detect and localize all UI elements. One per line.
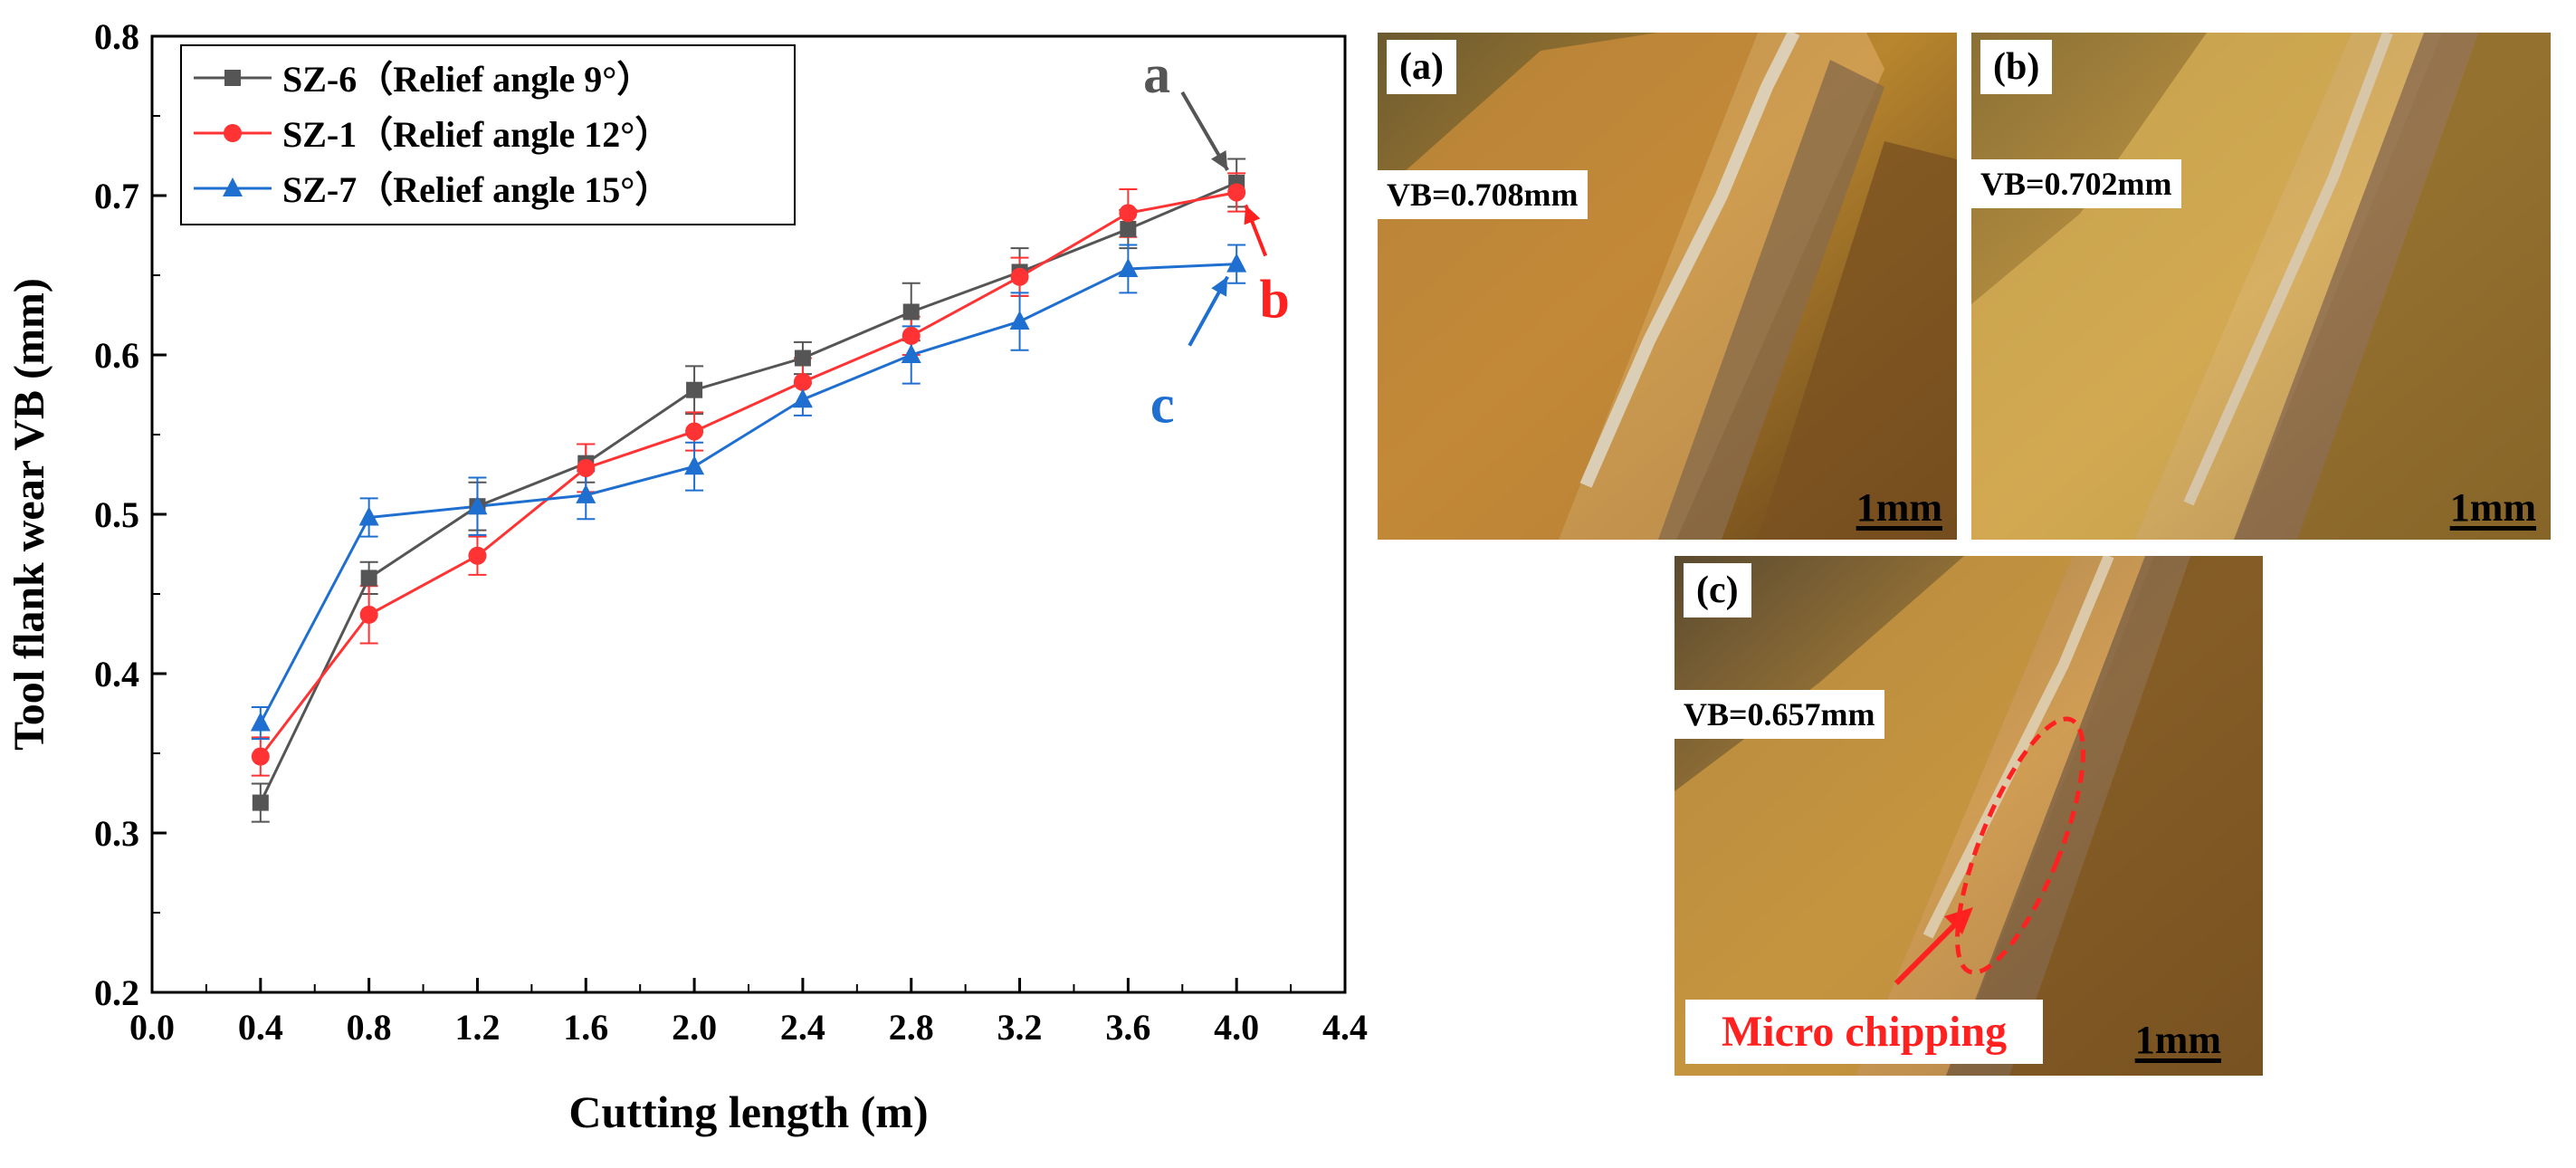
data-point-2-4 (684, 455, 705, 475)
legend-marker-1 (224, 124, 242, 142)
series-line-0 (259, 181, 1237, 804)
panel-label-a: (a) (1387, 40, 1456, 94)
x-tick-label-9: 3.6 (1105, 1007, 1150, 1048)
data-point-2-6 (901, 344, 921, 363)
data-point-1-1 (359, 605, 378, 624)
legend-marker-2 (223, 177, 243, 196)
vb-value-c: VB=0.657mm (1674, 690, 1884, 739)
series-line-2 (259, 263, 1237, 724)
data-point-1-0 (251, 747, 270, 766)
y-tick-label-3: 0.5 (94, 494, 139, 535)
data-point-1-6 (902, 326, 921, 345)
data-point-1-4 (685, 422, 704, 441)
annotation-arrowhead-c (1211, 276, 1228, 297)
data-point-2-9 (1226, 253, 1247, 273)
error-bars (251, 158, 1246, 823)
legend: SZ-6（Relief angle 9°） SZ-1（Relief angle 1… (180, 44, 796, 225)
scale-bar-c: 1mm (2134, 1018, 2221, 1062)
data-point-2-8 (1118, 257, 1139, 277)
axis-ticks: 0.0 0.4 0.8 1.2 1.6 2.0 2.4 2.8 3.2 3.6 4.0 4.4 0.2 0… (94, 16, 1368, 1048)
micro-chipping-label: Micro chipping (1685, 1000, 2044, 1064)
micrograph-b (1971, 33, 2551, 540)
photo-panel-a: (a) VB=0.708mm 1mm (1378, 33, 1957, 540)
data-point-0-1 (360, 570, 377, 587)
series-line-1 (259, 191, 1237, 758)
x-tick-label-0: 0.0 (129, 1007, 175, 1048)
data-point-1-2 (468, 546, 487, 565)
y-tick-label-0: 0.2 (94, 972, 139, 1013)
data-point-2-2 (467, 495, 488, 515)
data-point-0-8 (1120, 220, 1137, 237)
x-tick-label-10: 4.0 (1214, 1007, 1259, 1048)
x-tick-label-8: 3.2 (997, 1007, 1043, 1048)
vb-value-b: VB=0.702mm (1971, 159, 2181, 208)
data-point-1-5 (793, 372, 812, 391)
data-point-0-5 (794, 349, 811, 367)
data-point-0-0 (252, 794, 269, 811)
vb-value-a: VB=0.708mm (1378, 170, 1588, 219)
x-tick-label-4: 1.6 (563, 1007, 608, 1048)
micrograph-c (1674, 556, 2263, 1076)
photo-panel-b: (b) VB=0.702mm 1mm (1971, 33, 2551, 540)
annotation-label-c: c (1150, 375, 1175, 435)
data-point-1-7 (1010, 267, 1029, 286)
y-tick-label-6: 0.8 (94, 16, 139, 57)
data-point-1-9 (1227, 183, 1246, 202)
y-tick-label-2: 0.4 (94, 654, 139, 694)
annotations: a b c (1143, 44, 1290, 435)
chipping-region-ellipse (1955, 716, 2085, 975)
annotation-label-b: b (1259, 269, 1289, 329)
legend-label-2: SZ-7（Relief angle 15°） (282, 169, 671, 210)
x-tick-label-1: 0.4 (238, 1007, 283, 1048)
y-axis-label: Tool flank wear VB (mm) (5, 278, 53, 751)
y-tick-label-4: 0.6 (94, 335, 139, 376)
data-point-2-0 (250, 712, 271, 732)
photo-panel-c: (c) VB=0.657mm Micro chipping 1mm (1674, 556, 2263, 1076)
x-tick-label-3: 1.2 (454, 1007, 500, 1048)
legend-box (180, 44, 796, 225)
series-markers (250, 174, 1247, 811)
y-tick-label-5: 0.7 (94, 176, 139, 216)
x-tick-label-2: 0.8 (347, 1007, 392, 1048)
micrograph-a (1378, 33, 1957, 540)
data-point-1-8 (1119, 204, 1138, 223)
x-tick-label-5: 2.0 (672, 1007, 717, 1048)
x-tick-label-6: 2.4 (780, 1007, 825, 1048)
data-point-2-1 (358, 506, 379, 526)
data-point-2-3 (576, 483, 596, 503)
wear-chart: 0.0 0.4 0.8 1.2 1.6 2.0 2.4 2.8 3.2 3.6 4.0 4.4 0.2 0… (5, 16, 1368, 1137)
scale-bar-a: 1mm (1856, 485, 1942, 530)
data-point-1-3 (577, 458, 596, 477)
legend-label-0: SZ-6（Relief angle 9°） (282, 59, 653, 100)
x-tick-label-7: 2.8 (889, 1007, 934, 1048)
series-lines (259, 181, 1237, 804)
scale-bar-b: 1mm (2449, 485, 2536, 530)
chipping-arrow-head (1944, 907, 1973, 934)
y-tick-label-1: 0.3 (94, 813, 139, 854)
x-axis-label: Cutting length (m) (568, 1087, 928, 1137)
annotation-arrowhead-b (1244, 205, 1261, 225)
panel-label-c: (c) (1684, 563, 1751, 618)
chipping-arrow-shaft (1894, 917, 1962, 986)
annotation-label-a: a (1143, 44, 1170, 104)
data-point-0-6 (902, 303, 920, 321)
annotation-arrowhead-a (1210, 149, 1228, 170)
panel-label-b: (b) (1980, 40, 2053, 94)
data-point-2-5 (792, 388, 813, 408)
legend-label-1: SZ-1（Relief angle 12°） (282, 114, 671, 155)
data-point-2-7 (1009, 311, 1030, 330)
data-point-0-4 (686, 381, 703, 398)
x-tick-label-11: 4.4 (1322, 1007, 1368, 1048)
legend-marker-0 (224, 70, 241, 86)
